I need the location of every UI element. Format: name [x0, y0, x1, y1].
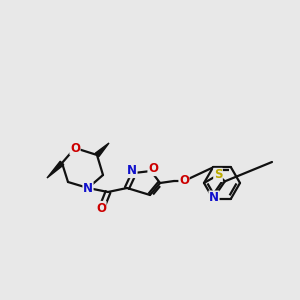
- Polygon shape: [47, 161, 64, 178]
- Text: O: O: [70, 142, 80, 154]
- Text: N: N: [127, 164, 137, 178]
- Text: O: O: [96, 202, 106, 214]
- Text: N: N: [209, 191, 219, 204]
- Text: O: O: [148, 163, 158, 176]
- Polygon shape: [95, 143, 109, 157]
- Text: S: S: [214, 168, 222, 182]
- Text: O: O: [179, 175, 189, 188]
- Text: N: N: [83, 182, 93, 196]
